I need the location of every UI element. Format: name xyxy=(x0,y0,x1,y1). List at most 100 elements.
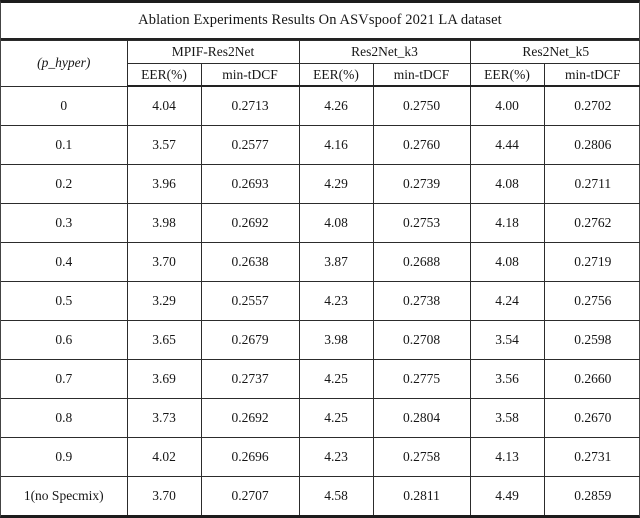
value-cell: 0.2696 xyxy=(200,437,300,477)
value-cell: 4.29 xyxy=(298,164,374,204)
value-cell: 3.58 xyxy=(469,398,545,438)
value-cell: 0.2804 xyxy=(372,398,471,438)
value-cell: 4.04 xyxy=(126,85,202,126)
value-cell: 0.2731 xyxy=(543,437,640,477)
ablation-table: (p_hyper) MPIF-Res2Net Res2Net_k3 Res2Ne… xyxy=(1,40,640,515)
value-cell: 0.2557 xyxy=(200,281,300,321)
value-cell: 4.44 xyxy=(469,125,545,165)
group-header-res2net-k5: Res2Net_k5 xyxy=(469,40,640,64)
value-cell: 3.54 xyxy=(469,320,545,360)
p-hyper-cell: 0.6 xyxy=(1,320,128,360)
value-cell: 0.2750 xyxy=(372,85,471,126)
value-cell: 0.2760 xyxy=(372,125,471,165)
value-cell: 4.08 xyxy=(469,242,545,282)
value-cell: 3.29 xyxy=(126,281,202,321)
value-cell: 4.02 xyxy=(126,437,202,477)
value-cell: 0.2737 xyxy=(200,359,300,399)
group-header-row: (p_hyper) MPIF-Res2Net Res2Net_k3 Res2Ne… xyxy=(1,40,640,87)
p-hyper-cell: 0.9 xyxy=(1,437,128,477)
value-cell: 4.25 xyxy=(298,398,374,438)
value-cell: 0.2775 xyxy=(372,359,471,399)
value-cell: 3.70 xyxy=(126,242,202,282)
value-cell: 0.2688 xyxy=(372,242,471,282)
table-row: 0.3 3.98 0.2692 4.08 0.2753 4.18 0.2762 xyxy=(1,203,640,243)
value-cell: 4.00 xyxy=(469,85,545,126)
value-cell: 4.49 xyxy=(469,476,545,515)
value-cell: 0.2758 xyxy=(372,437,471,477)
value-cell: 0.2660 xyxy=(543,359,640,399)
value-cell: 0.2711 xyxy=(543,164,640,204)
col-header-min-tdcf: min-tDCF xyxy=(372,63,471,87)
col-header-eer: EER(%) xyxy=(298,63,374,87)
value-cell: 3.70 xyxy=(126,476,202,515)
value-cell: 0.2708 xyxy=(372,320,471,360)
p-hyper-cell: 0.5 xyxy=(1,281,128,321)
table-row: 1(no Specmix) 3.70 0.2707 4.58 0.2811 4.49 0.2… xyxy=(1,476,640,515)
p-hyper-cell: 1(no Specmix) xyxy=(1,476,128,515)
row-header-label: (p_hyper) xyxy=(1,40,128,87)
value-cell: 3.57 xyxy=(126,125,202,165)
value-cell: 3.98 xyxy=(298,320,374,360)
table-row: 0.8 3.73 0.2692 4.25 0.2804 3.58 0.2670 xyxy=(1,398,640,438)
value-cell: 4.16 xyxy=(298,125,374,165)
table-header: (p_hyper) MPIF-Res2Net Res2Net_k3 Res2Ne… xyxy=(1,40,640,87)
p-hyper-cell: 0.1 xyxy=(1,125,128,165)
value-cell: 0.2739 xyxy=(372,164,471,204)
value-cell: 0.2598 xyxy=(543,320,640,360)
table-row: 0.4 3.70 0.2638 3.87 0.2688 4.08 0.2719 xyxy=(1,242,640,282)
value-cell: 0.2859 xyxy=(543,476,640,515)
value-cell: 0.2713 xyxy=(200,85,300,126)
sub-header-row: EER(%) min-tDCF EER(%) min-tDCF EER(%) m… xyxy=(1,63,640,87)
value-cell: 0.2753 xyxy=(372,203,471,243)
value-cell: 0.2702 xyxy=(543,85,640,126)
col-header-min-tdcf: min-tDCF xyxy=(543,63,640,87)
value-cell: 4.13 xyxy=(469,437,545,477)
value-cell: 0.2806 xyxy=(543,125,640,165)
table-row: 0.1 3.57 0.2577 4.16 0.2760 4.44 0.2806 xyxy=(1,125,640,165)
value-cell: 0.2670 xyxy=(543,398,640,438)
value-cell: 4.18 xyxy=(469,203,545,243)
value-cell: 0.2638 xyxy=(200,242,300,282)
p-hyper-cell: 0.7 xyxy=(1,359,128,399)
value-cell: 0.2719 xyxy=(543,242,640,282)
p-hyper-cell: 0.3 xyxy=(1,203,128,243)
value-cell: 3.56 xyxy=(469,359,545,399)
value-cell: 3.65 xyxy=(126,320,202,360)
value-cell: 3.73 xyxy=(126,398,202,438)
col-header-eer: EER(%) xyxy=(469,63,545,87)
group-header-res2net-k3: Res2Net_k3 xyxy=(298,40,471,64)
table-row: 0.7 3.69 0.2737 4.25 0.2775 3.56 0.2660 xyxy=(1,359,640,399)
value-cell: 4.08 xyxy=(469,164,545,204)
value-cell: 0.2762 xyxy=(543,203,640,243)
value-cell: 0.2756 xyxy=(543,281,640,321)
value-cell: 3.87 xyxy=(298,242,374,282)
col-header-eer: EER(%) xyxy=(127,63,202,87)
value-cell: 0.2679 xyxy=(200,320,300,360)
value-cell: 0.2692 xyxy=(200,203,300,243)
value-cell: 4.25 xyxy=(298,359,374,399)
value-cell: 4.23 xyxy=(298,281,374,321)
p-hyper-cell: 0 xyxy=(1,85,128,126)
group-header-mpif-res2net: MPIF-Res2Net xyxy=(126,40,300,64)
table-title: Ablation Experiments Results On ASVspoof… xyxy=(1,3,639,40)
p-hyper-cell: 0.8 xyxy=(1,398,128,438)
value-cell: 3.98 xyxy=(126,203,202,243)
value-cell: 0.2707 xyxy=(200,476,300,515)
value-cell: 4.24 xyxy=(469,281,545,321)
value-cell: 0.2811 xyxy=(372,476,471,515)
col-header-min-tdcf: min-tDCF xyxy=(200,63,300,87)
value-cell: 3.96 xyxy=(126,164,202,204)
value-cell: 0.2738 xyxy=(372,281,471,321)
table-row: 0.6 3.65 0.2679 3.98 0.2708 3.54 0.2598 xyxy=(1,320,640,360)
value-cell: 0.2692 xyxy=(200,398,300,438)
value-cell: 4.58 xyxy=(298,476,374,515)
value-cell: 3.69 xyxy=(126,359,202,399)
table-row: 0.9 4.02 0.2696 4.23 0.2758 4.13 0.2731 xyxy=(1,437,640,477)
table-row: 0 4.04 0.2713 4.26 0.2750 4.00 0.2702 xyxy=(1,85,640,126)
p-hyper-cell: 0.2 xyxy=(1,164,128,204)
value-cell: 4.08 xyxy=(298,203,374,243)
table-row: 0.5 3.29 0.2557 4.23 0.2738 4.24 0.2756 xyxy=(1,281,640,321)
table-row: 0.2 3.96 0.2693 4.29 0.2739 4.08 0.2711 xyxy=(1,164,640,204)
